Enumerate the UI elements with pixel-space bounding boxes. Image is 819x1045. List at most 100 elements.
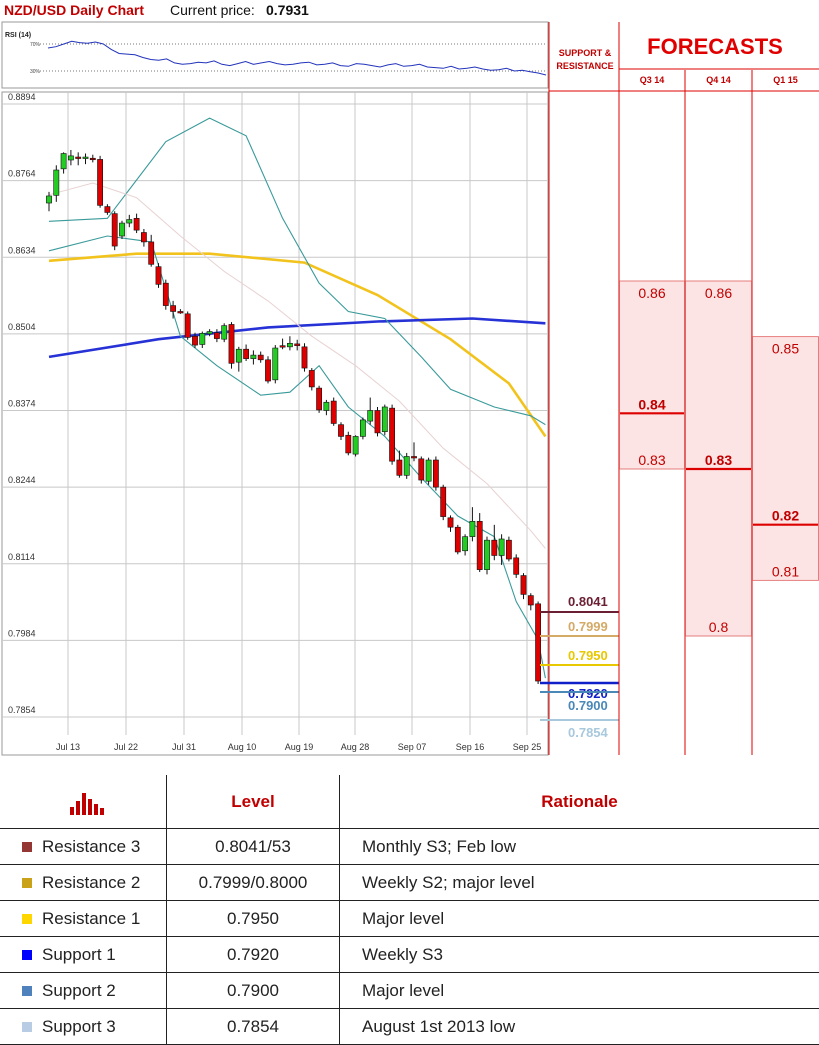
level-name-cell: Resistance 3 bbox=[0, 829, 167, 865]
candle-body bbox=[214, 333, 219, 339]
candle-body bbox=[484, 540, 489, 569]
x-tick-label: Jul 13 bbox=[56, 742, 80, 752]
y-tick-label: 0.7984 bbox=[8, 628, 36, 638]
candle-body bbox=[61, 154, 66, 169]
forecast-value: 0.81 bbox=[772, 563, 799, 579]
sr-level-label: 0.7950 bbox=[568, 648, 608, 663]
level-name: Support 2 bbox=[42, 981, 116, 1000]
candle-body bbox=[222, 326, 227, 340]
level-header: Level bbox=[167, 775, 340, 829]
candle-body bbox=[499, 539, 504, 556]
candle-body bbox=[360, 420, 365, 437]
candle-body bbox=[433, 460, 438, 487]
candle-body bbox=[54, 170, 59, 195]
sr-level-label: 0.7854 bbox=[568, 725, 609, 740]
candle-body bbox=[163, 283, 168, 305]
x-tick-label: Sep 16 bbox=[456, 742, 485, 752]
bar-chart-icon bbox=[0, 775, 166, 823]
level-value: 0.7920 bbox=[167, 937, 340, 973]
rationale: Major level bbox=[340, 901, 819, 937]
forecast-range bbox=[753, 337, 819, 581]
candle-body bbox=[200, 333, 205, 344]
sr-title-line2: RESISTANCE bbox=[556, 61, 613, 71]
rsi-level-30: 30% bbox=[30, 69, 41, 75]
candle-body bbox=[244, 349, 249, 358]
candle-body bbox=[368, 411, 373, 422]
rsi-label: RSI (14) bbox=[5, 32, 31, 39]
sr-level-label: 0.8041 bbox=[568, 594, 608, 609]
level-name-cell: Support 2 bbox=[0, 973, 167, 1009]
candle-body bbox=[455, 527, 460, 552]
candle-body bbox=[528, 596, 533, 605]
candle-body bbox=[46, 196, 51, 203]
candle-body bbox=[470, 521, 475, 536]
candle-body bbox=[76, 157, 81, 159]
x-tick-label: Jul 31 bbox=[172, 742, 196, 752]
color-swatch bbox=[22, 914, 32, 924]
y-tick-label: 0.8504 bbox=[8, 322, 36, 332]
y-tick-label: 0.8894 bbox=[8, 92, 36, 102]
sr-level-label: 0.7999 bbox=[568, 619, 608, 634]
candle-body bbox=[229, 324, 234, 363]
candle-body bbox=[236, 349, 241, 362]
candle-body bbox=[127, 220, 132, 224]
candle-body bbox=[105, 207, 110, 213]
sr-level-label: 0.7900 bbox=[568, 698, 608, 713]
candle-body bbox=[98, 159, 103, 205]
chart-area: RSI (14) 70% 30% 0.8894 0.8764 0.8634 0.850… bbox=[0, 0, 819, 760]
y-tick-label: 0.8374 bbox=[8, 399, 36, 409]
level-value: 0.7999/0.8000 bbox=[167, 865, 340, 901]
forecast-value: 0.83 bbox=[638, 452, 665, 468]
rationale: Weekly S3 bbox=[340, 937, 819, 973]
candle-body bbox=[134, 218, 139, 230]
forecast-value: 0.86 bbox=[705, 285, 732, 301]
candle-body bbox=[207, 332, 212, 334]
level-name-cell: Resistance 1 bbox=[0, 901, 167, 937]
forecast-column-header: Q4 14 bbox=[706, 75, 731, 85]
candle-body bbox=[83, 157, 88, 159]
x-tick-label: Aug 10 bbox=[228, 742, 257, 752]
candle-body bbox=[178, 311, 183, 313]
candle-body bbox=[521, 576, 526, 595]
candle-body bbox=[506, 540, 511, 559]
candle-body bbox=[411, 456, 416, 458]
candle-body bbox=[68, 156, 73, 160]
rationale: Major level bbox=[340, 973, 819, 1009]
rsi-level-70: 70% bbox=[30, 42, 41, 48]
candle-body bbox=[331, 401, 336, 423]
y-tick-label: 0.7854 bbox=[8, 705, 36, 715]
candle-body bbox=[324, 402, 329, 410]
table-header-row: Level Rationale bbox=[0, 775, 819, 829]
candle-body bbox=[353, 436, 358, 454]
sr-title-line1: SUPPORT & bbox=[559, 48, 612, 58]
x-tick-label: Sep 07 bbox=[398, 742, 427, 752]
candle-body bbox=[441, 487, 446, 516]
level-name-cell: Resistance 2 bbox=[0, 865, 167, 901]
level-name: Resistance 3 bbox=[42, 837, 140, 856]
forecast-range bbox=[620, 281, 685, 469]
level-value: 0.7854 bbox=[167, 1009, 340, 1045]
candle-body bbox=[171, 306, 176, 312]
forecast-value: 0.83 bbox=[705, 452, 732, 468]
forecast-value: 0.86 bbox=[638, 285, 665, 301]
candle-body bbox=[390, 408, 395, 461]
x-tick-label: Aug 28 bbox=[341, 742, 370, 752]
y-tick-label: 0.8764 bbox=[8, 169, 36, 179]
rationale: Weekly S2; major level bbox=[340, 865, 819, 901]
chart-icon-cell bbox=[0, 775, 167, 829]
y-tick-label: 0.8244 bbox=[8, 475, 36, 485]
rsi-panel: RSI (14) 70% 30% bbox=[2, 22, 548, 88]
level-name: Support 3 bbox=[42, 1017, 116, 1036]
rationale: August 1st 2013 low bbox=[340, 1009, 819, 1045]
candle-body bbox=[346, 435, 351, 453]
candle-body bbox=[265, 360, 270, 381]
level-value: 0.7950 bbox=[167, 901, 340, 937]
candle-body bbox=[317, 388, 322, 410]
x-tick-label: Jul 22 bbox=[114, 742, 138, 752]
candle-body bbox=[302, 347, 307, 368]
y-tick-label: 0.8634 bbox=[8, 245, 36, 255]
